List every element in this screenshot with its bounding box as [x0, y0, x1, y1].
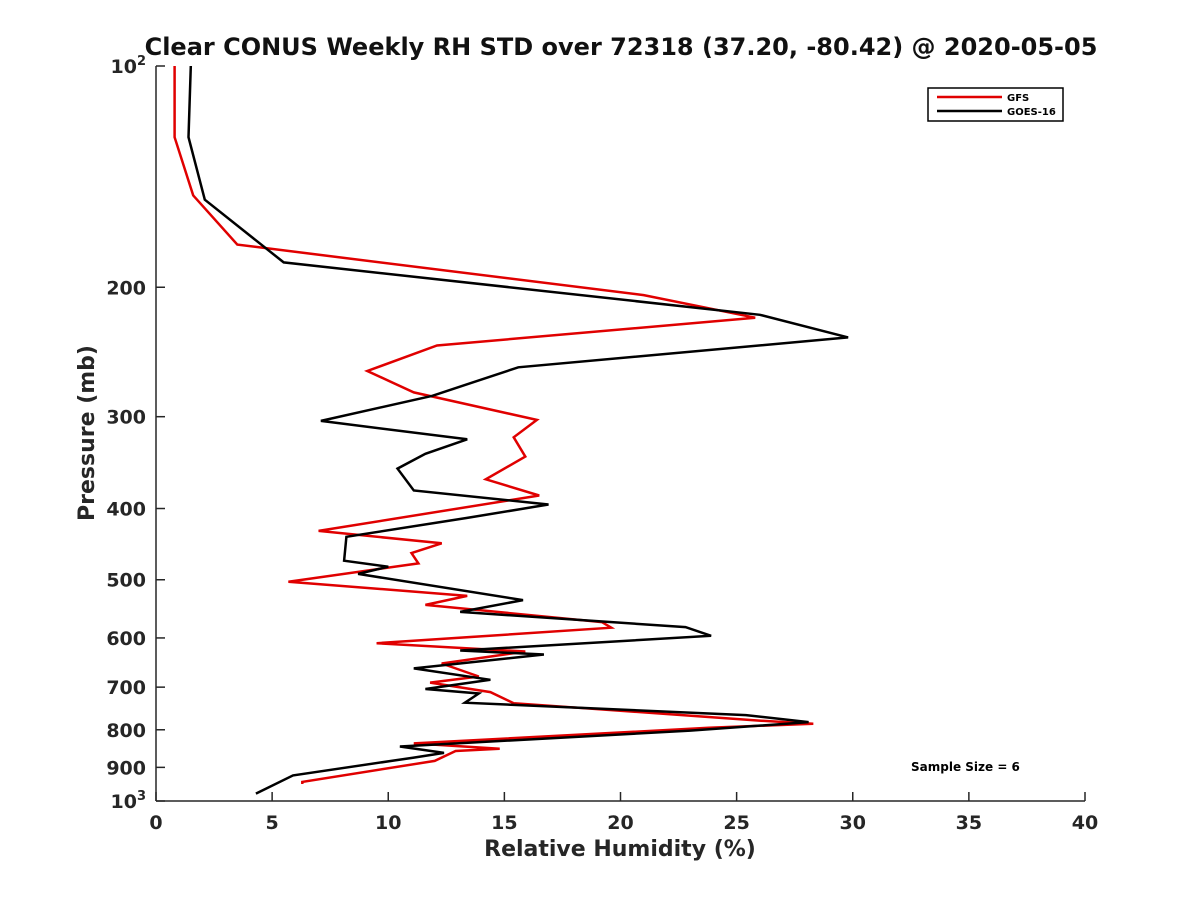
legend: GFS GOES-16	[927, 87, 1064, 122]
y-tick-label: 400	[106, 499, 146, 521]
x-tick-label: 35	[956, 812, 982, 834]
chart-title: Clear CONUS Weekly RH STD over 72318 (37…	[145, 33, 1098, 61]
y-tick-label: 900	[106, 757, 146, 779]
x-axis-label: Relative Humidity (%)	[484, 837, 756, 862]
y-tick-label: 200	[106, 277, 146, 299]
y-tick-label: 800	[106, 720, 146, 742]
x-axis-ticks: 0 5 10 15 20 25 30 35 40	[149, 792, 1098, 834]
x-tick-label: 0	[149, 812, 162, 834]
legend-label-goes16: GOES-16	[1007, 107, 1056, 118]
plot-background	[156, 66, 1085, 801]
series-line-goes-16	[187, 65, 849, 795]
y-axis-label: Pressure (mb)	[75, 345, 100, 521]
x-tick-label: 30	[840, 812, 866, 834]
y-tick-label: 300	[106, 407, 146, 429]
x-tick-label: 15	[491, 812, 517, 834]
x-tick-label: 5	[266, 812, 279, 834]
y-tick-label: 103	[111, 789, 147, 813]
plot-area	[155, 65, 1085, 802]
y-axis-ticks: 102 200 300 400 500 600 700 800 900 103	[106, 54, 165, 813]
legend-box	[927, 87, 1064, 122]
x-tick-label: 25	[723, 812, 749, 834]
x-tick-label: 10	[375, 812, 401, 834]
y-tick-label: 600	[106, 628, 146, 650]
legend-label-gfs: GFS	[1007, 93, 1029, 104]
x-tick-label: 20	[607, 812, 633, 834]
sample-size-annotation: Sample Size = 6	[911, 760, 1020, 774]
y-tick-label: 500	[106, 570, 146, 592]
y-tick-label: 700	[106, 677, 146, 699]
x-tick-label: 40	[1072, 812, 1098, 834]
y-tick-label: 102	[111, 54, 147, 78]
series-layer	[173, 65, 849, 795]
